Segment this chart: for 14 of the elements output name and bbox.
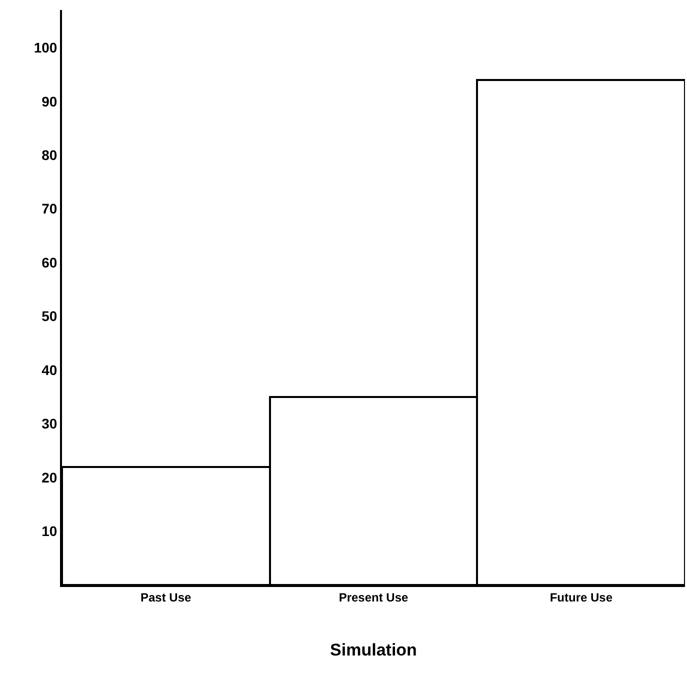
x-axis-title: Simulation bbox=[330, 640, 417, 660]
y-tick-label: 10 bbox=[42, 523, 58, 540]
y-tick-label: 80 bbox=[42, 146, 58, 163]
y-tick-label: 40 bbox=[42, 362, 58, 378]
y-tick-label: 50 bbox=[42, 308, 58, 324]
y-tick-label: 60 bbox=[42, 254, 58, 270]
y-tick-label: 20 bbox=[42, 469, 58, 486]
x-tick-label: Past Use bbox=[140, 590, 192, 604]
x-tick-label: Future Use bbox=[550, 590, 613, 604]
y-tick-label: 100 bbox=[34, 40, 58, 56]
y-tick-label: 90 bbox=[42, 93, 58, 110]
y-tick-label: 70 bbox=[42, 200, 58, 217]
y-tick-label: 30 bbox=[42, 416, 58, 432]
x-tick-label: Present Use bbox=[338, 590, 409, 604]
